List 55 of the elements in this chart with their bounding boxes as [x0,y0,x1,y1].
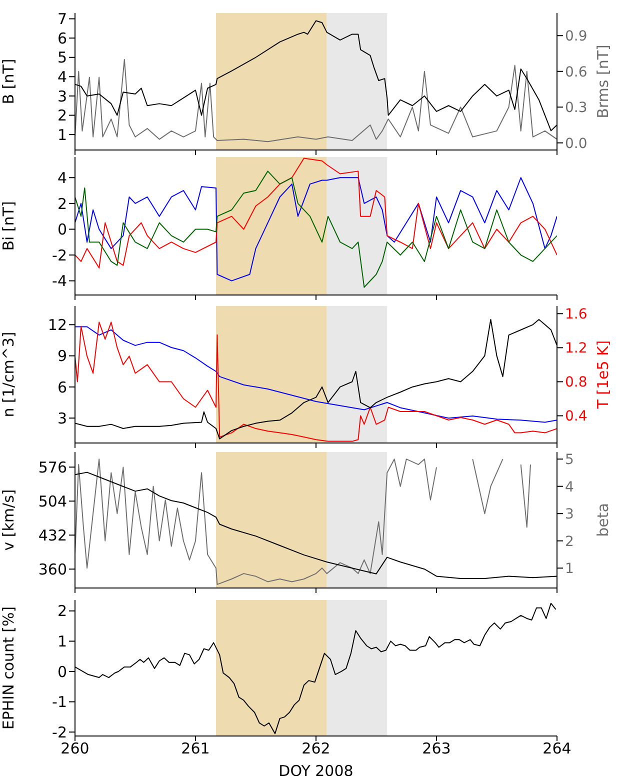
y-tick-label: 3 [57,409,67,428]
y-tick-label: 1 [57,632,67,651]
x-tick-label: 263 [422,740,451,758]
x-axis-title: DOY 2008 [278,762,354,780]
line-series [75,158,557,268]
y-tick-label: 576 [38,458,67,476]
y-tick-label: 7 [57,10,67,28]
y2-tick-label: 0.8 [565,374,588,391]
y-tick-label: -4 [52,272,67,290]
y-tick-label: 0 [57,662,67,681]
y-tick-label: 2 [57,106,67,125]
y-axis-title: B [nT] [0,58,18,104]
y-tick-label: 6 [57,29,67,48]
y2-tick-label: 0.6 [565,64,588,80]
y2-tick-label: 1 [565,561,574,578]
x-tick-label: 262 [302,740,330,758]
y-axis-title: n [1/cm^3] [0,332,18,418]
y-tick-label: 12 [48,316,67,334]
y-tick-label: -2 [52,723,67,742]
y2-tick-label: 0.0 [565,136,588,152]
y-tick-label: 432 [38,526,67,544]
y-tick-label: 6 [57,378,67,396]
y2-tick-label: 5 [565,452,574,468]
y2-tick-label: 1.6 [565,306,588,323]
y-axis-title: Bi [nT] [0,201,18,251]
y-tick-label: 3 [57,87,67,106]
y-tick-label: 9 [57,347,67,366]
y2-tick-label: 4 [565,479,574,496]
y-tick-label: 1 [57,126,67,144]
y-tick-label: -2 [52,246,67,264]
y-tick-label: -1 [52,693,67,712]
y-tick-label: 0 [57,220,67,239]
x-tick-label: 260 [60,740,90,758]
y2-axis-title: beta [594,503,612,537]
y2-tick-label: 2 [565,534,574,550]
y2-tick-label: 0.9 [565,28,588,45]
y-tick-label: 4 [57,68,67,86]
y2-tick-label: 0.3 [565,100,588,116]
y2-tick-label: 1.2 [565,340,588,357]
y-axis-title: EPHIN count [%] [0,606,18,730]
y-tick-label: 2 [57,194,67,213]
line-series [75,58,557,142]
y2-tick-label: 0.4 [565,408,588,425]
y2-axis-title: Brms [nT] [594,44,612,118]
x-tick-label: 264 [542,740,572,758]
y-tick-label: 5 [57,48,67,67]
y-tick-label: 504 [38,492,67,510]
y-tick-label: 2 [57,602,67,620]
x-tick-label: 261 [181,740,210,758]
y-tick-label: 4 [57,168,67,187]
y-tick-label: 360 [38,560,67,578]
line-series [75,326,557,423]
y2-tick-label: 3 [565,506,574,523]
y-axis-title: v [km/s] [0,489,18,551]
y2-axis-title: T [1e5 K] [594,340,612,410]
